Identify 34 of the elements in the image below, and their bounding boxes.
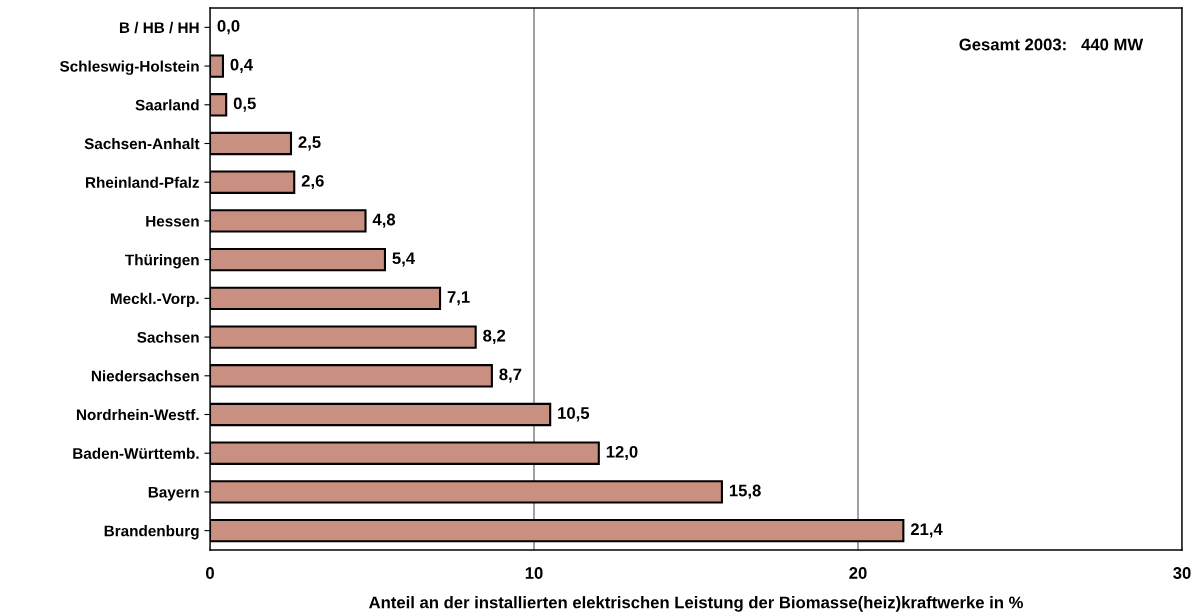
x-tick-label: 0 [206, 567, 214, 579]
data-label: 4,8 [372, 213, 396, 228]
y-tick-label: Rheinland-Pfalz [86, 176, 200, 188]
y-tick-label: B / HB / HH [119, 21, 199, 34]
x-axis-title: Anteil an der installierten elektrischen Leistung der Biomasse(heiz)kraftwerke in % [369, 596, 1023, 612]
annotation: Gesamt 2003: 440 MW [959, 38, 1144, 51]
y-tick-label: Hessen [146, 215, 199, 227]
data-label: 0,5 [233, 97, 256, 112]
y-tick-label: Nordrhein-Westf. [76, 408, 199, 421]
data-label: 5,4 [392, 252, 415, 267]
data-label: 2,5 [298, 136, 321, 151]
data-label: 8,7 [499, 368, 522, 383]
y-tick-label: Baden-Württemb. [73, 447, 199, 459]
data-label: 15,8 [729, 484, 761, 499]
data-label: 21,4 [910, 523, 943, 538]
data-label: 10,5 [558, 407, 590, 422]
y-tick-label: Meckl.-Vorp. [110, 292, 199, 308]
data-label: 8,2 [483, 329, 506, 344]
y-tick-label: Brandenburg [104, 525, 199, 540]
data-label: 0,0 [217, 20, 240, 35]
y-tick-label: Thüringen [125, 254, 199, 269]
x-tick-label: 20 [849, 567, 867, 579]
x-tick-label: 10 [525, 567, 543, 579]
y-tick-label: Saarland [135, 99, 199, 111]
data-label: 0,4 [230, 58, 253, 73]
y-tick-label: Sachsen [137, 331, 199, 343]
y-tick-label: Schleswig-Holstein [59, 60, 199, 75]
data-label: 7,1 [447, 291, 470, 306]
y-tick-label: Sachsen-Anhalt [84, 137, 200, 150]
x-tick-label: 30 [1173, 567, 1191, 579]
data-label: 2,6 [301, 174, 324, 190]
data-label: 12,0 [606, 445, 638, 461]
y-tick-label: Bayern [148, 486, 199, 501]
y-tick-label: Niedersachsen [91, 370, 199, 382]
